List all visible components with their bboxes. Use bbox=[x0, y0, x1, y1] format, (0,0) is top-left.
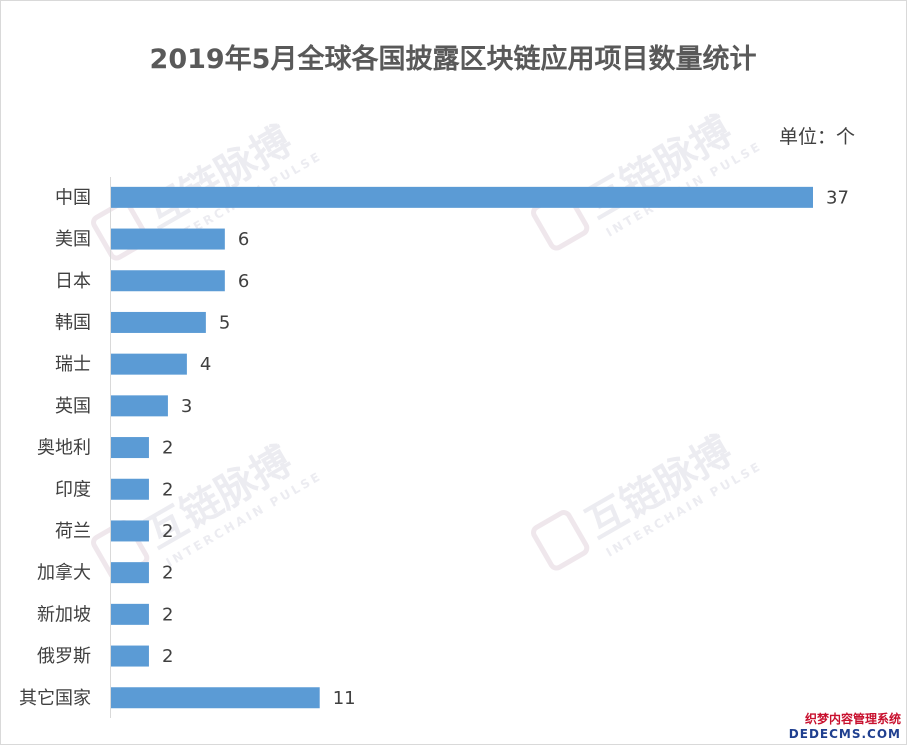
unit-label: 单位：个 bbox=[779, 126, 855, 148]
category-label: 荷兰 bbox=[55, 521, 91, 542]
bar bbox=[111, 437, 149, 459]
bar bbox=[111, 478, 149, 500]
bar bbox=[111, 186, 813, 208]
category-label: 印度 bbox=[55, 479, 91, 500]
bar bbox=[111, 520, 149, 542]
category-label: 奥地利 bbox=[37, 438, 91, 459]
category-label: 日本 bbox=[55, 271, 91, 292]
data-label: 2 bbox=[162, 646, 173, 667]
data-label: 2 bbox=[162, 521, 173, 542]
bar bbox=[111, 311, 206, 333]
category-label: 中国 bbox=[55, 187, 91, 208]
category-label: 加拿大 bbox=[37, 562, 91, 584]
bar bbox=[111, 395, 168, 417]
data-label: 2 bbox=[162, 563, 173, 584]
bar bbox=[111, 270, 225, 292]
chart-title: 2019年5月全球各国披露区块链应用项目数量统计 bbox=[150, 43, 757, 75]
data-label: 2 bbox=[162, 604, 173, 625]
bar bbox=[111, 228, 225, 250]
data-label: 5 bbox=[219, 312, 230, 333]
data-label: 11 bbox=[333, 688, 356, 709]
watermark-logo-icon bbox=[531, 510, 590, 571]
bar bbox=[111, 353, 187, 375]
data-label: 3 bbox=[181, 396, 192, 417]
data-label: 6 bbox=[238, 229, 249, 250]
data-label: 6 bbox=[238, 271, 249, 292]
category-label: 美国 bbox=[55, 229, 91, 250]
category-label: 俄罗斯 bbox=[37, 646, 91, 667]
data-label: 4 bbox=[200, 354, 211, 375]
category-label: 英国 bbox=[55, 396, 91, 417]
corner-watermark-line1: 织梦内容管理系统 bbox=[804, 712, 901, 726]
category-label: 其它国家 bbox=[19, 688, 91, 709]
corner-watermark: 织梦内容管理系统 DEDECMS.COM bbox=[789, 710, 901, 741]
bar bbox=[111, 645, 149, 667]
watermark-logo-icon bbox=[91, 200, 150, 261]
bar bbox=[111, 562, 149, 584]
bar bbox=[111, 687, 320, 709]
data-label: 37 bbox=[826, 187, 849, 208]
corner-watermark-line2: DEDECMS.COM bbox=[788, 727, 901, 741]
category-label: 新加坡 bbox=[37, 604, 91, 625]
data-label: 2 bbox=[162, 479, 173, 500]
bar bbox=[111, 603, 149, 625]
bars-group: 中国 37 美国 6 日本 6 韩国 5 瑞士 4 英国 3 奥地利 2 印度 2 荷兰 2 加拿大 2 新加坡 2 俄罗斯… bbox=[19, 186, 849, 709]
category-label: 韩国 bbox=[55, 312, 91, 333]
data-label: 2 bbox=[162, 438, 173, 459]
category-label: 瑞士 bbox=[55, 354, 91, 375]
